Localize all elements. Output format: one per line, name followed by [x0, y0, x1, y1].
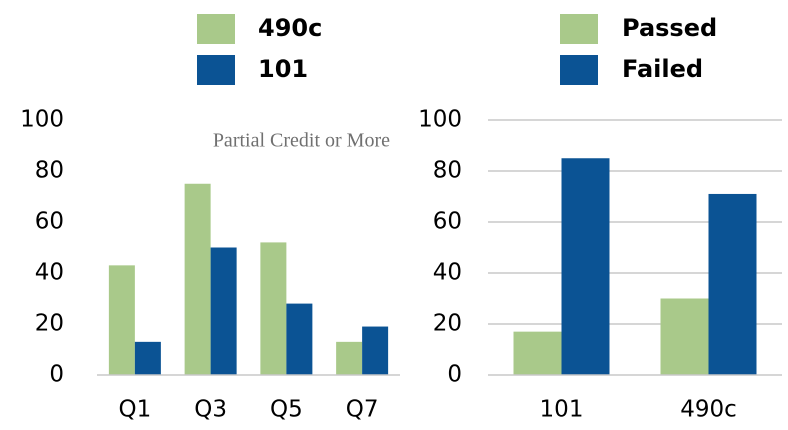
y-tick-label: 80: [433, 158, 462, 184]
x-tick-label: 490c: [680, 397, 737, 423]
y-tick-label: 0: [447, 362, 462, 388]
legend-swatch: [197, 55, 235, 85]
y-tick-label: 100: [20, 107, 64, 133]
legend-swatch: [197, 14, 235, 44]
x-tick-label: Q3: [194, 397, 227, 423]
legend-swatch: [560, 14, 598, 44]
y-tick-label: 100: [418, 107, 462, 133]
legend-label: 101: [258, 55, 308, 83]
y-tick-label: 0: [49, 362, 64, 388]
y-tick-label: 20: [35, 311, 64, 337]
bar: [708, 193, 757, 375]
x-tick-label: Q7: [346, 397, 379, 423]
bar: [184, 183, 211, 375]
bar: [260, 242, 287, 375]
bar: [108, 265, 135, 375]
bar: [561, 158, 610, 375]
bar: [660, 298, 709, 375]
annotation: Partial Credit or More: [213, 130, 390, 152]
y-tick-label: 40: [433, 260, 462, 286]
bar: [362, 326, 389, 375]
x-tick-label: Q5: [270, 397, 303, 423]
bar: [210, 247, 237, 375]
x-tick-label: 101: [540, 397, 584, 423]
legend-label: Failed: [622, 55, 703, 83]
legend-swatch: [560, 55, 598, 85]
y-tick-label: 40: [35, 260, 64, 286]
legend-label: Passed: [622, 14, 717, 42]
y-tick-label: 60: [433, 209, 462, 235]
bar: [336, 341, 363, 375]
y-tick-label: 60: [35, 209, 64, 235]
y-tick-label: 20: [433, 311, 462, 337]
x-tick-label: Q1: [119, 397, 152, 423]
bar: [134, 341, 161, 375]
bar: [286, 303, 313, 375]
legend-label: 490c: [258, 14, 322, 42]
y-tick-label: 80: [35, 158, 64, 184]
bar: [513, 331, 562, 375]
